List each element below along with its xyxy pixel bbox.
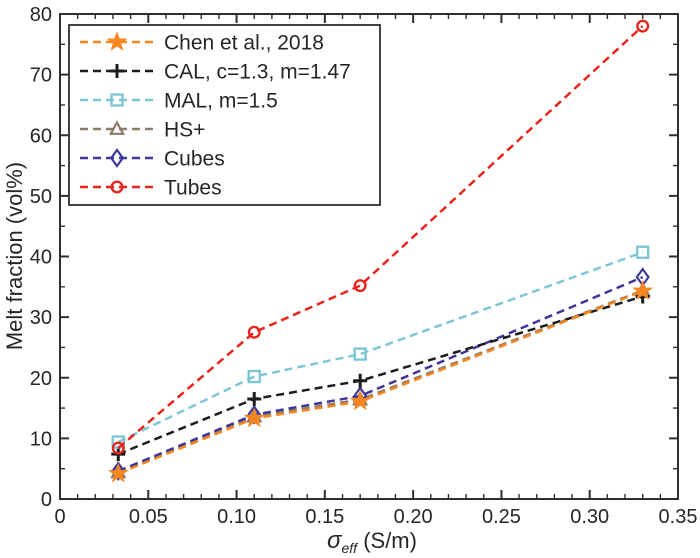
series-cal-c-1-3-m-1-47 (111, 289, 650, 462)
plot-area: 0 0.05 0.10 0.15 0.20 0.25 0.30 0.35 0 10 20 30 40 50… (30, 4, 698, 556)
chen-et-al-2018-marker (632, 280, 654, 300)
series-cubes-line (117, 275, 644, 473)
y-tick-label: 60 (30, 125, 52, 147)
series-mal-m-1-5 (111, 245, 650, 449)
legend-label: MAL, m=1.5 (164, 90, 278, 113)
tubes-marker (353, 279, 367, 293)
legend-item-tubes: Tubes (80, 177, 222, 200)
legend-chen-et-al-2018-marker (106, 30, 128, 51)
x-tick-label: 0.30 (570, 506, 609, 528)
mal-m-1-5-marker (353, 347, 367, 361)
legend-cal-c-1-3-m-1-47-marker (110, 64, 124, 78)
legend-label: HS+ (164, 119, 205, 142)
y-tick-label: 40 (30, 247, 52, 269)
cubes-marker (111, 461, 126, 481)
y-tick-label: 50 (30, 186, 52, 208)
series-cal-c-1-3-m-1-47-line (117, 295, 644, 456)
legend-label: CAL, c=1.3, m=1.47 (164, 61, 351, 84)
legend-item-cal-c-1-3-m-1-47: CAL, c=1.3, m=1.47 (80, 61, 351, 84)
series-tubes-line (117, 25, 644, 450)
tubes-marker (247, 325, 261, 339)
chen-et-al-2018-marker (349, 390, 371, 411)
x-axis-label: σeff (S/m) (327, 527, 417, 556)
y-tick-label: 70 (30, 65, 52, 87)
legend-item-cubes: Cubes (80, 148, 225, 171)
legend-label: Chen et al., 2018 (164, 32, 324, 55)
series-chen-et-al-2018-line (117, 289, 644, 475)
legend-item-mal-m-1-5: MAL, m=1.5 (80, 90, 278, 113)
y-tick-label: 20 (30, 368, 52, 390)
legend-cubes-marker (109, 148, 125, 168)
legend-label: Tubes (164, 177, 222, 200)
x-tick-label: 0.10 (217, 506, 256, 528)
mal-m-1-5-marker (247, 369, 261, 384)
tubes-marker (111, 441, 125, 455)
legend-box (68, 24, 381, 206)
legend-item-chen-et-al-2018: Chen et al., 2018 (80, 30, 324, 55)
series-hs-line (117, 289, 644, 474)
x-tick-label: 0.35 (659, 506, 698, 528)
legend: Chen et al., 2018 CAL, c=1.3, m=1.47 MAL, … (68, 24, 381, 206)
legend-hs-marker (108, 120, 126, 135)
series-hs (110, 281, 651, 479)
tubes-marker (636, 19, 650, 33)
y-tick-label: 10 (30, 428, 52, 450)
legend-item-hs: HS+ (80, 119, 205, 142)
x-tick-label: 0.20 (394, 506, 433, 528)
cal-c-1-3-m-1-47-marker (247, 391, 262, 406)
y-tick-label: 30 (30, 307, 52, 329)
x-tick-label: 0 (54, 506, 65, 528)
x-tick-label: 0.25 (482, 506, 521, 528)
mal-m-1-5-marker (635, 245, 650, 259)
cal-c-1-3-m-1-47-marker (353, 373, 368, 388)
series-chen-et-al-2018 (107, 280, 654, 483)
x-tick-label: 0.15 (305, 506, 344, 528)
chen-et-al-2018-marker (107, 462, 129, 483)
series-tubes (111, 19, 650, 455)
legend-label: Cubes (164, 148, 225, 171)
series-mal-m-1-5-line (117, 251, 644, 444)
y-tick-label: 0 (41, 489, 52, 511)
x-tick-label: 0.05 (129, 506, 168, 528)
y-tick-label: 80 (30, 4, 52, 26)
legend-tubes-marker (110, 180, 124, 194)
y-axis: 0 10 20 30 40 50 60 70 80 (30, 4, 678, 511)
x-axis: 0 0.05 0.10 0.15 0.20 0.25 0.30 0.35 (54, 14, 697, 528)
y-axis-label: Melt fraction (vol%) (2, 162, 27, 350)
chen-et-al-2018-marker (243, 407, 265, 428)
legend-mal-m-1-5-marker (110, 93, 124, 107)
